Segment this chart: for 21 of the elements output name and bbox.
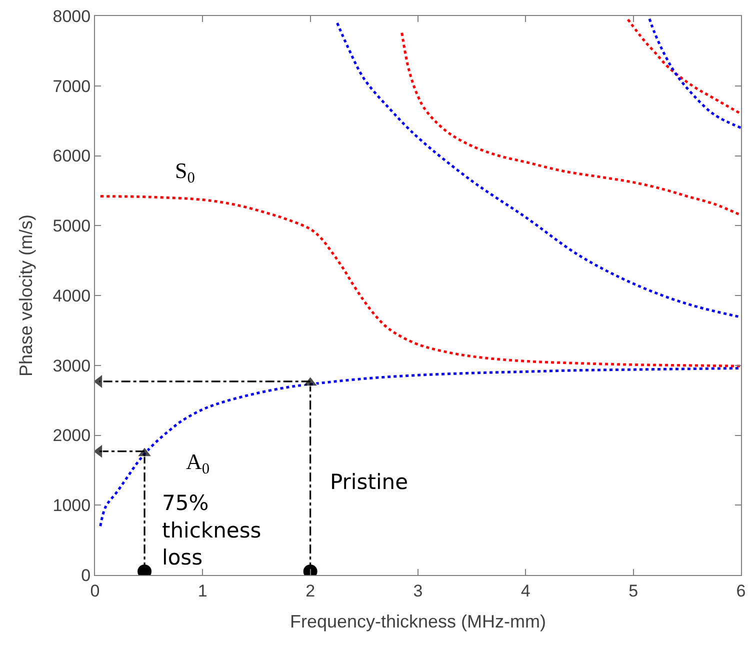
x-tick-label: 1 <box>198 581 208 600</box>
x-tick-label: 5 <box>628 581 638 600</box>
y-axis-title: Phase velocity (m/s) <box>16 214 36 377</box>
y-tick-label: 5000 <box>52 216 91 236</box>
annotation: S$_{0}$ <box>175 158 196 187</box>
y-tick-label: 8000 <box>52 6 91 26</box>
x-tick-label: 6 <box>736 581 746 600</box>
annotation: Pristine <box>330 470 408 494</box>
y-tick-label: 0 <box>81 566 91 585</box>
x-axis-title: Frequency-thickness (MHz-mm) <box>290 612 546 632</box>
y-tick-label: 1000 <box>52 496 91 516</box>
y-tick-label: 6000 <box>52 146 91 166</box>
x-tick-label: 2 <box>306 581 316 600</box>
y-tick-label: 2000 <box>52 426 91 446</box>
x-tick-label: 3 <box>413 581 423 600</box>
y-tick-label: 3000 <box>52 356 91 376</box>
x-tick-label: 4 <box>520 581 530 600</box>
y-tick-label: 4000 <box>52 286 91 306</box>
y-tick-label: 7000 <box>52 76 91 96</box>
annotation: 75% thickness loss <box>162 491 262 570</box>
annotation: A$_{0}$ <box>186 449 210 478</box>
